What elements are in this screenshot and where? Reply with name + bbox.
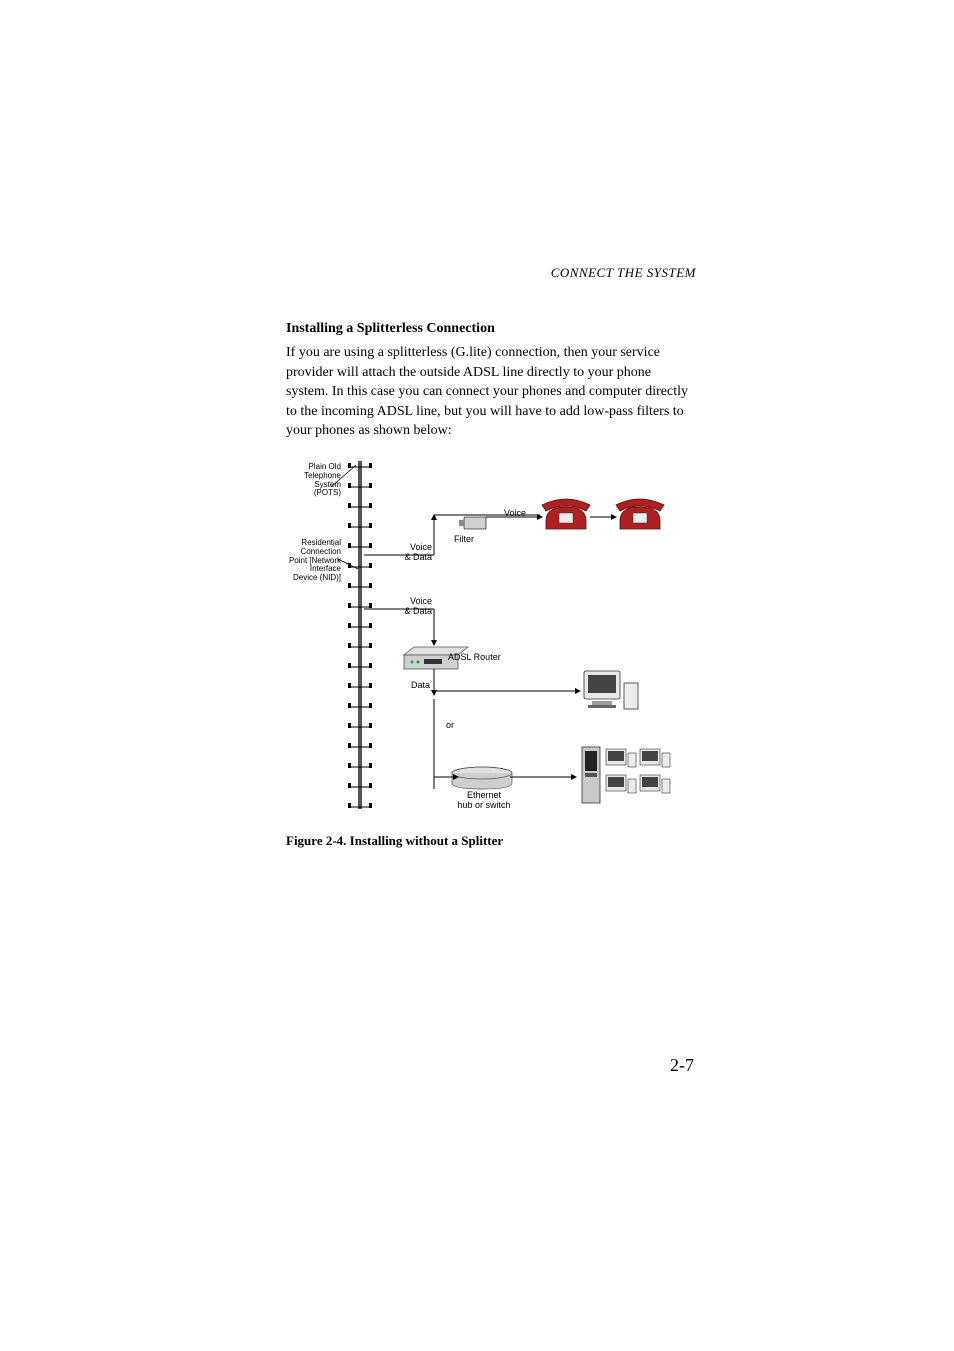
- voice-label: Voice: [504, 509, 526, 519]
- body-paragraph: If you are using a splitterless (G.lite)…: [286, 343, 696, 441]
- adsl-router-label: ADSL Router: [448, 653, 501, 663]
- hub-icon: [452, 767, 512, 789]
- page-content: CONNECT THE SYSTEM Installing a Splitter…: [286, 265, 696, 849]
- computer-group-icon: [606, 749, 670, 793]
- nid-label: ResidentialConnectionPoint [NetworkInter…: [286, 539, 341, 583]
- phone-icon: [616, 499, 664, 529]
- voice-data-label-2: Voice& Data: [394, 597, 432, 617]
- filter-icon: [459, 517, 486, 529]
- page-number: 2-7: [670, 1055, 694, 1076]
- hub-label: Ethernethub or switch: [456, 791, 512, 811]
- phone-icon: [542, 499, 590, 529]
- filter-label: Filter: [454, 535, 474, 545]
- server-icon: [582, 747, 600, 803]
- running-header: CONNECT THE SYSTEM: [286, 265, 696, 281]
- voice-data-label-1: Voice& Data: [394, 543, 432, 563]
- telephone-pole-icon: [348, 461, 372, 809]
- data-label: Data: [404, 681, 430, 691]
- or-label: or: [446, 721, 454, 731]
- pots-label: Plain OldTelephoneSystem (POTS): [286, 463, 341, 498]
- diagram-svg: [286, 459, 696, 819]
- section-title: Installing a Splitterless Connection: [286, 321, 696, 337]
- figure-diagram: Plain OldTelephoneSystem (POTS) Resident…: [286, 459, 696, 819]
- computer-icon: [584, 671, 638, 709]
- figure-caption: Figure 2-4. Installing without a Splitte…: [286, 833, 696, 849]
